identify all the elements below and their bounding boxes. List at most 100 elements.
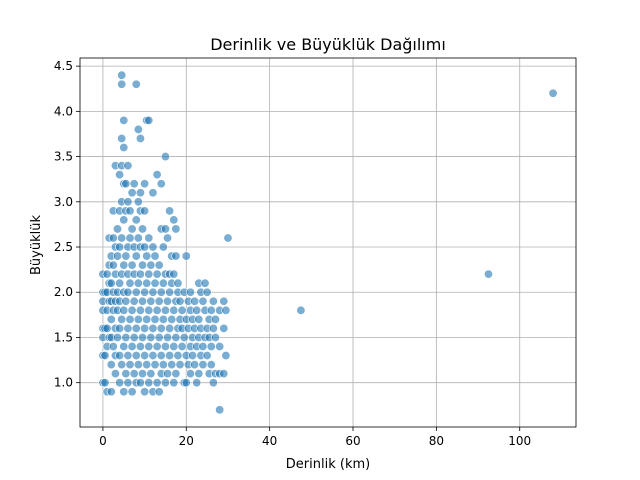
data-point bbox=[160, 305, 170, 315]
data-point bbox=[150, 278, 160, 288]
data-point bbox=[173, 351, 183, 361]
data-point bbox=[198, 342, 208, 352]
data-point bbox=[131, 287, 141, 297]
y-axis-label: Büyüklük bbox=[29, 215, 44, 275]
data-point bbox=[121, 179, 131, 189]
data-point bbox=[131, 323, 141, 333]
y-tick-label: 1.0 bbox=[54, 376, 73, 390]
data-point bbox=[144, 115, 154, 125]
data-point bbox=[131, 79, 141, 89]
data-point bbox=[177, 305, 187, 315]
data-point bbox=[152, 170, 162, 180]
data-point bbox=[483, 269, 493, 279]
data-point bbox=[221, 305, 231, 315]
data-point bbox=[158, 360, 168, 370]
data-point bbox=[123, 197, 133, 207]
x-tick-label: 0 bbox=[99, 434, 107, 448]
data-point bbox=[129, 369, 139, 379]
data-point bbox=[190, 296, 200, 306]
y-tick-label: 4.5 bbox=[54, 59, 73, 73]
data-point bbox=[135, 188, 145, 198]
data-point bbox=[135, 305, 145, 315]
data-point bbox=[133, 314, 143, 324]
data-point bbox=[163, 296, 173, 306]
data-point bbox=[108, 233, 118, 243]
data-point bbox=[113, 224, 123, 234]
data-point bbox=[113, 251, 123, 261]
data-point bbox=[154, 260, 164, 270]
y-tick-label: 2.0 bbox=[54, 285, 73, 299]
data-point bbox=[175, 296, 185, 306]
data-point bbox=[100, 378, 110, 388]
data-point bbox=[140, 287, 150, 297]
data-point bbox=[160, 152, 170, 162]
y-tick-label: 3.0 bbox=[54, 195, 73, 209]
data-point bbox=[138, 296, 148, 306]
data-point bbox=[108, 342, 118, 352]
data-point bbox=[152, 305, 162, 315]
data-point bbox=[160, 224, 170, 234]
data-point bbox=[200, 278, 210, 288]
data-point bbox=[140, 206, 150, 216]
data-point bbox=[169, 305, 179, 315]
data-point bbox=[135, 378, 145, 388]
data-point bbox=[106, 387, 116, 397]
data-point bbox=[156, 287, 166, 297]
data-point bbox=[117, 70, 127, 80]
x-tick-label: 80 bbox=[429, 434, 444, 448]
chart-title: Derinlik ve Büyüklük Dağılımı bbox=[210, 35, 446, 54]
data-point bbox=[148, 242, 158, 252]
data-point bbox=[148, 323, 158, 333]
data-point bbox=[206, 342, 216, 352]
data-point bbox=[140, 323, 150, 333]
data-point bbox=[192, 378, 202, 388]
data-point bbox=[123, 351, 133, 361]
data-point bbox=[127, 224, 137, 234]
data-point bbox=[119, 305, 129, 315]
data-point bbox=[208, 296, 218, 306]
data-point bbox=[150, 251, 160, 261]
y-tick-label: 3.5 bbox=[54, 150, 73, 164]
data-point bbox=[125, 233, 135, 243]
data-point bbox=[206, 305, 216, 315]
data-point bbox=[144, 378, 154, 388]
data-point bbox=[154, 296, 164, 306]
data-point bbox=[113, 332, 123, 342]
data-point bbox=[125, 314, 135, 324]
data-point bbox=[121, 251, 131, 261]
data-point bbox=[198, 360, 208, 370]
data-point bbox=[146, 369, 156, 379]
data-point bbox=[158, 278, 168, 288]
data-point bbox=[106, 278, 116, 288]
data-point bbox=[121, 332, 131, 342]
data-point bbox=[188, 351, 198, 361]
data-point bbox=[125, 278, 135, 288]
data-point bbox=[142, 314, 152, 324]
data-point bbox=[138, 332, 148, 342]
data-point bbox=[133, 197, 143, 207]
data-point bbox=[181, 378, 191, 388]
data-point bbox=[140, 179, 150, 189]
data-point bbox=[148, 287, 158, 297]
data-point bbox=[117, 314, 127, 324]
data-point bbox=[221, 351, 231, 361]
data-point bbox=[150, 314, 160, 324]
data-point bbox=[117, 233, 127, 243]
data-point bbox=[140, 351, 150, 361]
data-point bbox=[169, 342, 179, 352]
data-point bbox=[208, 378, 218, 388]
data-point bbox=[135, 342, 145, 352]
y-axis-ticks: 1.0 1.5 2.0 2.5 3.0 3.5 4.0 4.5 bbox=[54, 59, 80, 390]
data-point bbox=[100, 351, 110, 361]
data-point bbox=[148, 351, 158, 361]
data-point bbox=[127, 305, 137, 315]
data-point bbox=[210, 314, 220, 324]
data-point bbox=[158, 314, 168, 324]
data-point bbox=[165, 287, 175, 297]
data-point bbox=[194, 369, 204, 379]
data-point bbox=[102, 323, 112, 333]
data-point bbox=[125, 360, 135, 370]
data-point bbox=[117, 360, 127, 370]
data-point bbox=[133, 278, 143, 288]
